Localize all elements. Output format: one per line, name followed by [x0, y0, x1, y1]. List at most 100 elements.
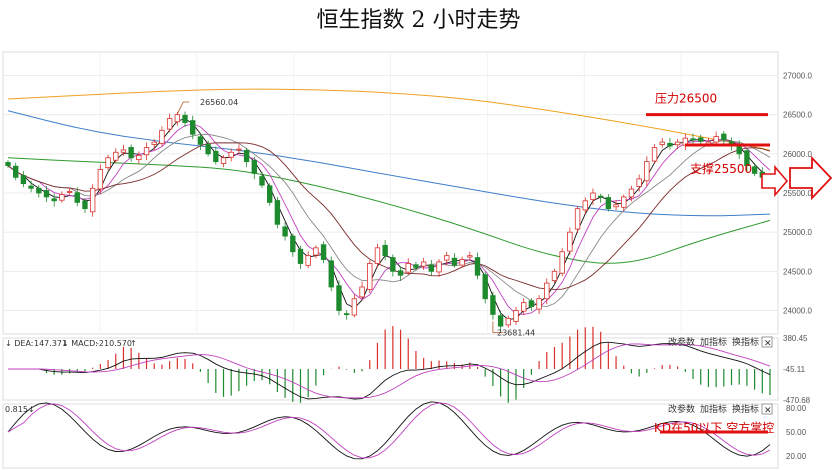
- candle: [313, 245, 319, 259]
- kd-close-button[interactable]: [761, 403, 773, 415]
- macd-change-params[interactable]: 改参数: [668, 336, 695, 348]
- support-label: 支撑25500: [690, 161, 752, 176]
- kd-change-params[interactable]: 改参数: [668, 403, 695, 415]
- macd-close-icon[interactable]: ✕: [764, 339, 772, 349]
- candle: [82, 198, 88, 213]
- kd-d-line: [7, 402, 771, 459]
- candle: [582, 197, 588, 215]
- kd-tick-label: 20.00: [786, 452, 807, 461]
- candle: [497, 310, 504, 332]
- candle: [143, 142, 150, 160]
- candle: [651, 144, 658, 164]
- kd-arrow: ↓: [28, 405, 35, 414]
- candle: [674, 138, 681, 149]
- candle: [166, 113, 173, 133]
- candle: [182, 111, 188, 127]
- kd-add-indicator[interactable]: 加指标: [700, 403, 727, 415]
- macd-swap-indicator[interactable]: 换指标: [732, 336, 759, 348]
- candle: [405, 258, 411, 275]
- candle: [205, 140, 211, 157]
- candle: [20, 171, 27, 188]
- candle: [243, 147, 250, 167]
- macd-diff-line: [8, 341, 771, 400]
- candle: [667, 138, 673, 150]
- candle: [574, 206, 581, 234]
- candle: [413, 261, 419, 271]
- candle: [113, 148, 119, 164]
- candle: [367, 260, 373, 293]
- price-tick-label: 24500.0: [783, 267, 812, 276]
- candle: [359, 281, 365, 300]
- candle: [320, 241, 327, 264]
- right-arrow-icon: [761, 164, 789, 198]
- candle: [51, 193, 57, 207]
- resistance-label: 压力26500: [655, 92, 717, 106]
- candle: [467, 251, 473, 261]
- moving-average-line: [7, 110, 771, 217]
- candle: [567, 227, 573, 255]
- candle: [698, 134, 704, 144]
- macd-tick-label: -45.11: [783, 365, 806, 374]
- candle: [490, 291, 496, 320]
- price-tick-label: 25000.0: [783, 228, 812, 237]
- candle: [297, 245, 304, 270]
- candle: [374, 243, 381, 268]
- candle: [66, 187, 73, 195]
- candle: [551, 268, 558, 284]
- macd-lines: [8, 341, 771, 400]
- candle: [151, 139, 157, 151]
- right-arrow-icon-2: [789, 155, 833, 201]
- price-tick-label: 27000.0: [783, 72, 812, 81]
- candle: [213, 146, 219, 165]
- candle: [713, 131, 719, 146]
- candle: [482, 271, 488, 304]
- kd-tick-label: 50.00: [786, 428, 807, 437]
- candle: [267, 183, 273, 206]
- candle: [690, 133, 696, 146]
- candle: [351, 294, 358, 318]
- macd-axis: 380.45 -45.11 -470.68: [783, 334, 811, 405]
- kd-close-icon[interactable]: ✕: [764, 406, 772, 416]
- candle: [159, 126, 165, 147]
- candle: [528, 298, 535, 311]
- low-pointer: [492, 321, 503, 333]
- candle: [605, 194, 612, 212]
- candle: [444, 251, 450, 266]
- candle: [559, 248, 565, 277]
- candle: [644, 156, 650, 187]
- candle: [305, 251, 311, 268]
- macd-close-button[interactable]: [761, 336, 773, 348]
- chart-title: 恒生指数 2 小时走势: [316, 8, 521, 33]
- candle: [28, 180, 34, 193]
- candle: [13, 162, 19, 181]
- moving-average-lines: [7, 88, 771, 321]
- macd-tick-label: 380.45: [783, 334, 808, 343]
- candle: [120, 144, 127, 156]
- candle: [59, 191, 65, 203]
- candle: [744, 147, 750, 172]
- candle: [197, 134, 204, 150]
- candle: [97, 164, 104, 195]
- candle: [659, 137, 665, 148]
- candle: [228, 148, 234, 162]
- candle: [390, 254, 396, 277]
- macd-add-indicator[interactable]: 加指标: [700, 336, 727, 348]
- kd-swap-indicator[interactable]: 换指标: [732, 403, 759, 415]
- price-tick-label: 24000.0: [783, 307, 812, 316]
- candle: [751, 162, 758, 177]
- candle: [89, 184, 96, 217]
- candle: [36, 185, 42, 198]
- low-label: 23681.44: [497, 328, 535, 337]
- candle: [721, 131, 727, 144]
- candle: [128, 144, 134, 162]
- macd-dea-line: [8, 343, 771, 399]
- candle: [428, 259, 435, 276]
- candle: [282, 222, 288, 241]
- candlestick-series: [5, 111, 773, 332]
- kd-k-line: [7, 401, 771, 460]
- macd-value: -210.570: [96, 339, 132, 348]
- kd-axis: 80.00 50.00 20.00: [786, 404, 807, 461]
- candle: [220, 155, 227, 168]
- short-moving-average-line: [7, 133, 771, 308]
